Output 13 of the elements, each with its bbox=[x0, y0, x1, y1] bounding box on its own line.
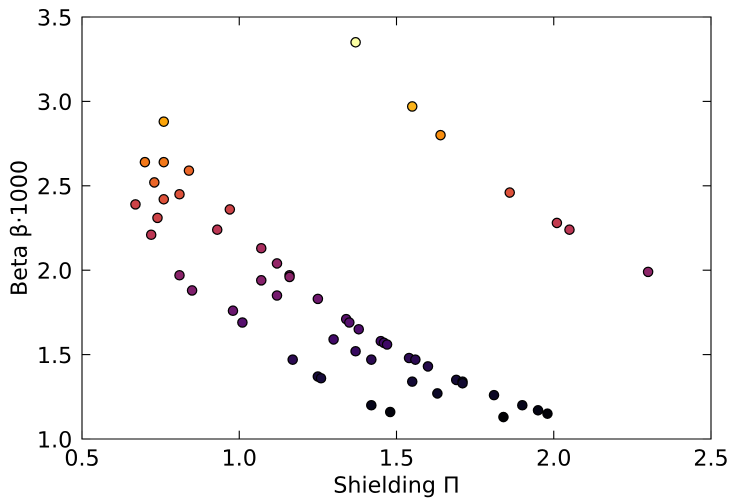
y-tick-label: 1.0 bbox=[39, 430, 71, 448]
y-tick-label: 1.5 bbox=[39, 346, 70, 364]
y-tick-label: 3.5 bbox=[38, 8, 70, 26]
y-axis-title: Beta β·1000 bbox=[10, 161, 32, 294]
x-tick-label: 1.5 bbox=[381, 449, 412, 466]
x-tick-label: 2.5 bbox=[694, 449, 727, 466]
x-tick-label: 0.5 bbox=[66, 449, 98, 466]
y-tick-label: 3.0 bbox=[38, 93, 71, 110]
y-tick-label: 2.5 bbox=[38, 178, 70, 195]
x-axis-title: Shielding Π bbox=[334, 476, 458, 498]
x-tick-label: 2.0 bbox=[538, 449, 570, 466]
y-tick-label: 2.0 bbox=[38, 262, 71, 279]
x-tick-label: 1.0 bbox=[224, 449, 256, 466]
